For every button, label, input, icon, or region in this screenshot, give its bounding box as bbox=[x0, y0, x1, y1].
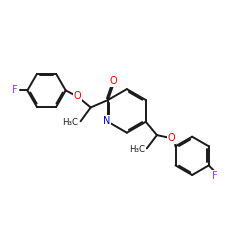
Text: H₃C: H₃C bbox=[62, 118, 78, 127]
Text: F: F bbox=[12, 86, 18, 96]
Text: O: O bbox=[74, 91, 81, 101]
Text: O: O bbox=[110, 76, 117, 86]
Text: F: F bbox=[212, 170, 218, 180]
Text: O: O bbox=[168, 133, 175, 143]
Text: H₃C: H₃C bbox=[129, 145, 145, 154]
Text: N: N bbox=[103, 116, 110, 126]
